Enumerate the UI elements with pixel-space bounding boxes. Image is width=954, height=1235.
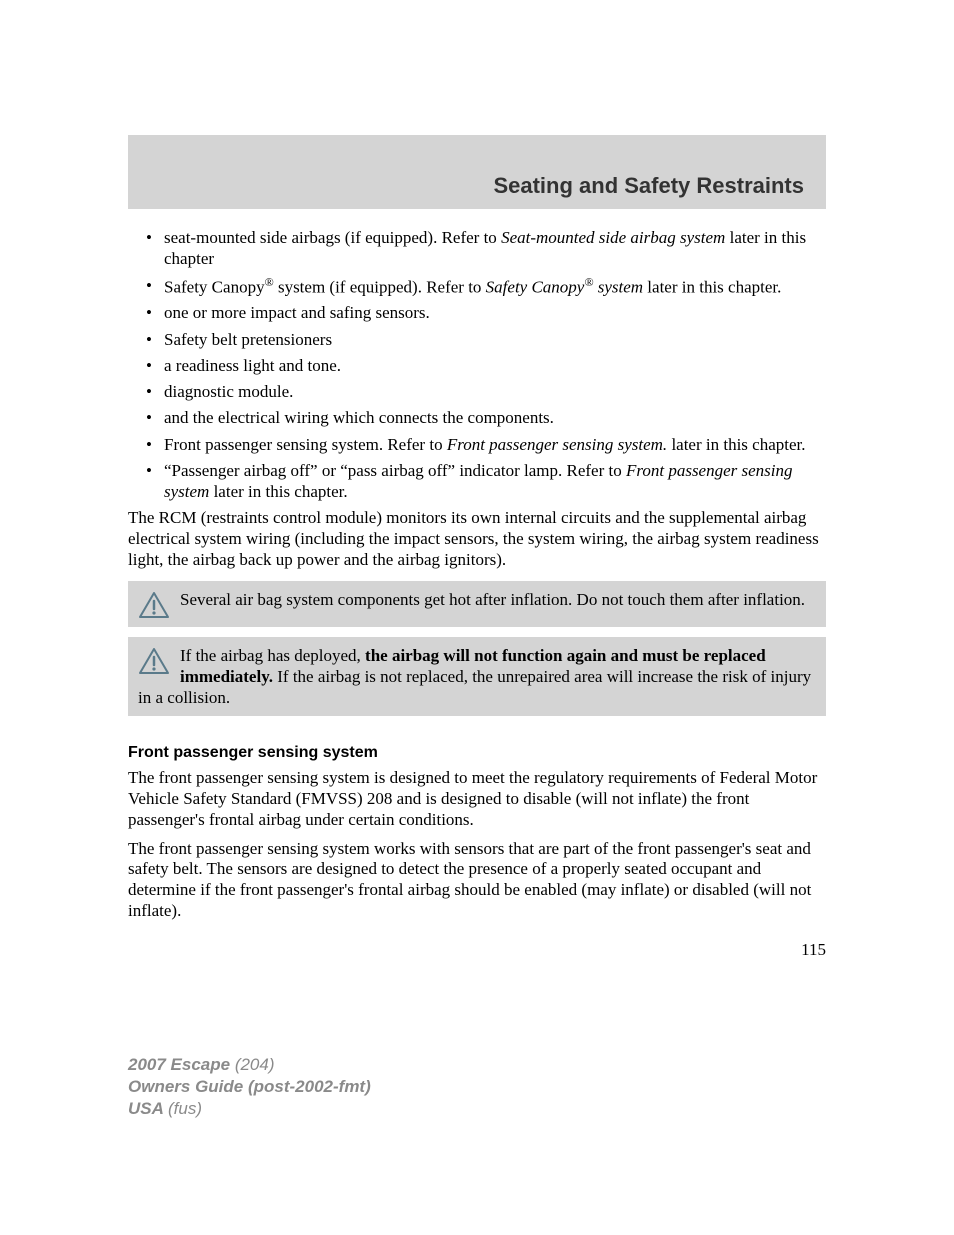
list-item: a readiness light and tone. <box>146 355 826 376</box>
bullet-list: seat-mounted side airbags (if equipped).… <box>128 227 826 502</box>
list-item: “Passenger airbag off” or “pass airbag o… <box>146 460 826 503</box>
warning-text: If the airbag has deployed, the airbag w… <box>138 646 811 708</box>
list-item: diagnostic module. <box>146 381 826 402</box>
footer-line: 2007 Escape (204) <box>128 1054 371 1076</box>
list-item: one or more impact and safing sensors. <box>146 302 826 323</box>
list-item: seat-mounted side airbags (if equipped).… <box>146 227 826 270</box>
footer-line: USA (fus) <box>128 1098 371 1120</box>
footer-line: Owners Guide (post-2002-fmt) <box>128 1076 371 1098</box>
warning-icon <box>138 647 170 675</box>
section-title: Seating and Safety Restraints <box>493 173 804 198</box>
warning-icon <box>138 591 170 619</box>
list-item: Safety Canopy® system (if equipped). Ref… <box>146 275 826 298</box>
body-paragraph: The front passenger sensing system works… <box>128 839 826 922</box>
list-item: Safety belt pretensioners <box>146 329 826 350</box>
page-number: 115 <box>128 940 826 960</box>
warning-box: Several air bag system components get ho… <box>128 581 826 627</box>
list-item: Front passenger sensing system. Refer to… <box>146 434 826 455</box>
subheading: Front passenger sensing system <box>128 744 826 762</box>
body-paragraph: The front passenger sensing system is de… <box>128 768 826 830</box>
warning-box: If the airbag has deployed, the airbag w… <box>128 637 826 717</box>
warning-text: Several air bag system components get ho… <box>180 590 805 609</box>
footer: 2007 Escape (204) Owners Guide (post-200… <box>128 1054 371 1120</box>
document-page: Seating and Safety Restraints seat-mount… <box>0 0 954 960</box>
list-item: and the electrical wiring which connects… <box>146 407 826 428</box>
rcm-paragraph: The RCM (restraints control module) moni… <box>128 508 826 570</box>
section-header: Seating and Safety Restraints <box>128 135 826 209</box>
